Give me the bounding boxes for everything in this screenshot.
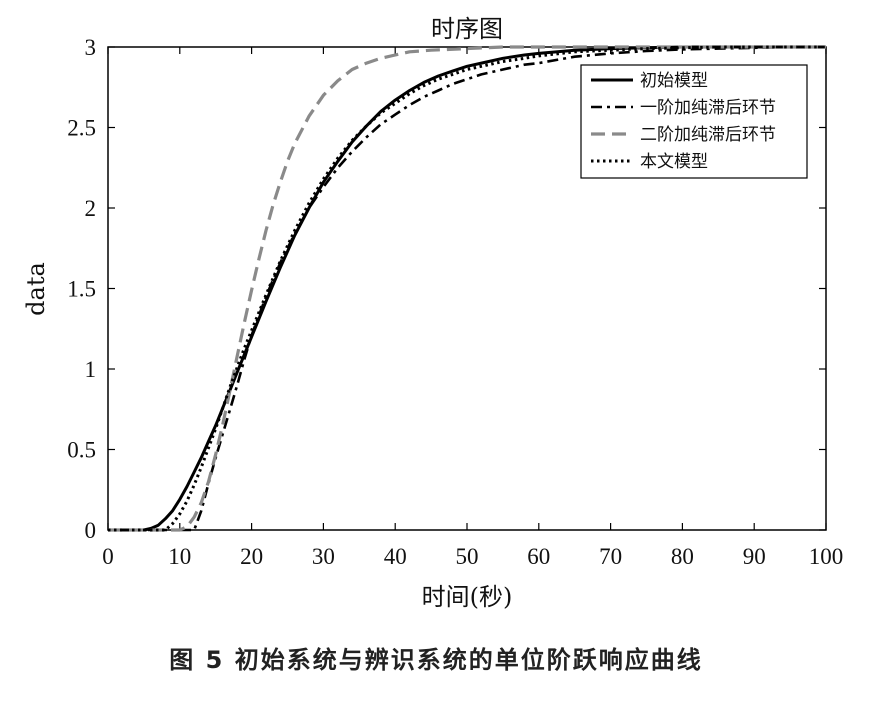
y-tick-label: 1 bbox=[85, 357, 97, 382]
series-line-1 bbox=[108, 45, 826, 532]
legend-box bbox=[580, 64, 808, 179]
y-tick-label: 3 bbox=[85, 35, 97, 60]
y-tick-label: 2 bbox=[85, 196, 97, 221]
legend-label-1: 初始模型 bbox=[640, 71, 708, 91]
x-tick-label: 30 bbox=[312, 544, 335, 569]
y-axis-title: data bbox=[22, 262, 50, 316]
legend-label-3: 二阶加纯滞后环节 bbox=[640, 125, 776, 145]
x-axis: 0 10 20 30 40 50 60 70 80 90 100 bbox=[102, 47, 843, 569]
x-tick-label: 0 bbox=[102, 544, 114, 569]
y-axis: 0 0.5 1 1.5 2 2.5 3 bbox=[67, 35, 826, 543]
x-tick-label: 100 bbox=[809, 544, 844, 569]
legend-label-4: 本文模型 bbox=[640, 152, 708, 172]
x-tick-label: 40 bbox=[384, 544, 407, 569]
x-tick-label: 90 bbox=[743, 544, 766, 569]
x-tick-label: 10 bbox=[168, 544, 191, 569]
y-tick-label: 0.5 bbox=[67, 438, 96, 463]
y-tick-label: 1.5 bbox=[67, 277, 96, 302]
series-line-3 bbox=[108, 45, 826, 532]
figure-caption: 图 5 初始系统与辨识系统的单位阶跃响应曲线 bbox=[169, 646, 703, 674]
series-line-4 bbox=[108, 45, 826, 532]
y-tick-label: 2.5 bbox=[67, 116, 96, 141]
series-layer bbox=[108, 45, 826, 532]
x-tick-label: 70 bbox=[599, 544, 622, 569]
x-tick-label: 20 bbox=[240, 544, 263, 569]
y-tick-label: 0 bbox=[85, 518, 97, 543]
x-axis-title: 时间(秒) bbox=[422, 583, 513, 611]
legend-label-2: 一阶加纯滞后环节 bbox=[640, 98, 776, 118]
x-tick-label: 50 bbox=[456, 544, 479, 569]
x-tick-label: 80 bbox=[671, 544, 694, 569]
x-tick-label: 60 bbox=[527, 544, 550, 569]
chart-title: 时序图 bbox=[431, 15, 503, 43]
